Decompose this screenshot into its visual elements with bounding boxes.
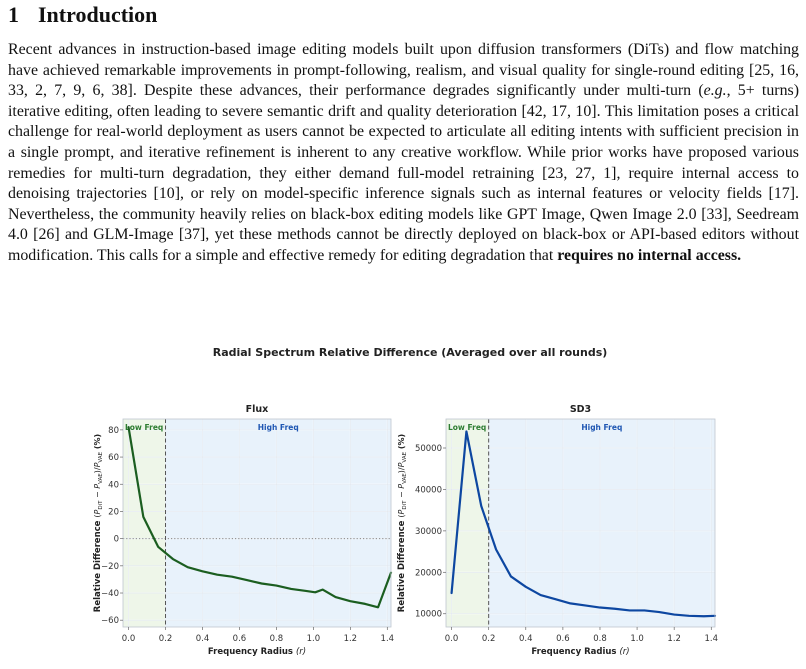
sd3-ytick-label-0: 10000: [415, 610, 442, 620]
flux-high-freq-band: [166, 419, 391, 627]
sd3-ylabel: Relative Difference (PDiT − PVAE)/PVAE (…: [397, 434, 408, 612]
intro-paragraph: Recent advances in instruction-based ima…: [8, 40, 799, 267]
sd3-xtick-label-1: 0.2: [482, 634, 496, 644]
flux-ytick-label-4: 20: [108, 507, 119, 517]
flux-xtick-label-6: 1.2: [344, 634, 358, 644]
flux-low-freq-band: [123, 419, 166, 627]
flux-xtick-label-5: 1.0: [307, 634, 321, 644]
flux-ytick-label-2: −20: [101, 562, 119, 572]
flux-xtick-label-7: 1.4: [381, 634, 395, 644]
sd3-title: SD3: [570, 404, 591, 415]
sd3-ytick-label-1: 20000: [415, 568, 442, 578]
flux-ytick-label-5: 40: [108, 480, 119, 490]
flux-panel: Low Freq High Freq Flux 0.0 0.2 0.4 0.6 0.8 1.0 1…: [93, 404, 394, 657]
flux-high-freq-label: High Freq: [258, 423, 299, 432]
flux-ytick-label-3: 0: [114, 535, 119, 545]
sd3-xtick-label-0: 0.0: [445, 634, 459, 644]
sd3-xtick-label-5: 1.0: [630, 634, 644, 644]
sd3-high-freq-label: High Freq: [581, 423, 622, 432]
para-text-1: Recent advances in instruction-based ima…: [8, 41, 799, 99]
flux-ytick-label-6: 60: [108, 453, 119, 463]
flux-low-freq-label: Low Freq: [125, 423, 163, 432]
flux-xtick-label-4: 0.8: [270, 634, 284, 644]
spectrum-figure: Radial Spectrum Relative Difference (Ave…: [0, 336, 806, 664]
flux-xlabel: Frequency Radius (r): [208, 647, 306, 657]
sd3-xlabel: Frequency Radius (r): [531, 647, 629, 657]
figure: Radial Spectrum Relative Difference (Ave…: [0, 336, 806, 664]
sd3-low-freq-band: [446, 419, 489, 627]
sd3-xtick-label-7: 1.4: [705, 634, 719, 644]
flux-ylabel: Relative Difference (PDiT − PVAE)/PVAE (…: [93, 434, 104, 612]
sd3-xtick-label-2: 0.4: [519, 634, 533, 644]
flux-xtick-label-0: 0.0: [122, 634, 136, 644]
flux-ytick-label-7: 80: [108, 426, 119, 436]
sd3-xtick-label-3: 0.6: [556, 634, 570, 644]
flux-ytick-label-1: −40: [101, 589, 119, 599]
sd3-xtick-label-6: 1.2: [667, 634, 681, 644]
section-title: Introduction: [38, 2, 157, 27]
flux-xtick-label-1: 0.2: [159, 634, 173, 644]
para-text-2: , 5+ turns) iterative editing, often lea…: [8, 82, 799, 264]
sd3-xtick-label-4: 0.8: [593, 634, 607, 644]
sd3-ytick-label-3: 40000: [415, 485, 442, 495]
section-number: 1: [8, 2, 38, 28]
para-bold-end: requires no internal access.: [557, 247, 741, 264]
sd3-ytick-label-4: 50000: [415, 444, 442, 454]
flux-ytick-label-0: −60: [101, 616, 119, 626]
flux-xtick-label-3: 0.6: [233, 634, 247, 644]
sd3-high-freq-band: [489, 419, 715, 627]
para-eg: e.g.: [704, 82, 727, 99]
sd3-ytick-label-2: 30000: [415, 527, 442, 537]
figure-suptitle: Radial Spectrum Relative Difference (Ave…: [213, 346, 608, 359]
flux-title: Flux: [246, 404, 269, 415]
flux-xtick-label-2: 0.4: [196, 634, 210, 644]
